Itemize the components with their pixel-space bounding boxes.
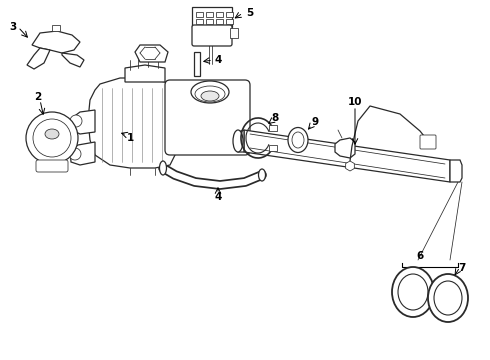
Bar bbox=[196, 19, 203, 24]
Ellipse shape bbox=[191, 81, 229, 103]
Bar bbox=[206, 19, 213, 24]
Bar bbox=[194, 52, 200, 76]
Ellipse shape bbox=[201, 91, 219, 101]
Polygon shape bbox=[335, 138, 355, 158]
FancyBboxPatch shape bbox=[36, 160, 68, 172]
Polygon shape bbox=[27, 48, 50, 69]
Polygon shape bbox=[72, 110, 95, 134]
Ellipse shape bbox=[259, 169, 266, 181]
Polygon shape bbox=[88, 78, 175, 168]
Polygon shape bbox=[62, 53, 84, 67]
Polygon shape bbox=[244, 130, 450, 182]
Polygon shape bbox=[450, 160, 462, 182]
Polygon shape bbox=[125, 65, 165, 82]
Bar bbox=[269, 145, 277, 151]
Bar bbox=[226, 12, 233, 17]
Bar bbox=[226, 19, 233, 24]
Bar bbox=[216, 12, 223, 17]
Text: 6: 6 bbox=[416, 251, 424, 261]
Text: 3: 3 bbox=[9, 22, 17, 32]
Polygon shape bbox=[345, 161, 354, 171]
Polygon shape bbox=[234, 130, 244, 152]
Circle shape bbox=[33, 119, 71, 157]
Ellipse shape bbox=[428, 274, 468, 322]
Text: 5: 5 bbox=[246, 8, 254, 18]
Polygon shape bbox=[135, 45, 168, 62]
Bar bbox=[52, 25, 60, 31]
Ellipse shape bbox=[288, 127, 308, 153]
FancyBboxPatch shape bbox=[192, 7, 232, 27]
FancyBboxPatch shape bbox=[420, 135, 436, 149]
Bar bbox=[196, 12, 203, 17]
Polygon shape bbox=[70, 142, 95, 165]
Ellipse shape bbox=[398, 274, 428, 310]
Bar bbox=[206, 12, 213, 17]
Ellipse shape bbox=[195, 86, 225, 102]
Ellipse shape bbox=[292, 132, 304, 148]
Ellipse shape bbox=[233, 130, 243, 152]
Bar bbox=[230, 28, 238, 38]
Polygon shape bbox=[32, 31, 80, 53]
Text: 4: 4 bbox=[214, 192, 221, 202]
Ellipse shape bbox=[392, 267, 434, 317]
Text: 10: 10 bbox=[348, 97, 362, 107]
Text: 7: 7 bbox=[458, 263, 466, 273]
Ellipse shape bbox=[160, 161, 167, 175]
Ellipse shape bbox=[434, 281, 462, 315]
Text: 9: 9 bbox=[312, 117, 318, 127]
Text: 1: 1 bbox=[126, 133, 134, 143]
Circle shape bbox=[70, 115, 82, 127]
Text: 2: 2 bbox=[34, 92, 42, 102]
Circle shape bbox=[26, 112, 78, 164]
FancyBboxPatch shape bbox=[192, 25, 232, 46]
Text: 8: 8 bbox=[271, 113, 279, 123]
Circle shape bbox=[69, 148, 81, 160]
FancyBboxPatch shape bbox=[165, 80, 250, 155]
Ellipse shape bbox=[45, 129, 59, 139]
Bar bbox=[216, 19, 223, 24]
Bar bbox=[269, 125, 277, 131]
Text: 4: 4 bbox=[214, 55, 221, 65]
